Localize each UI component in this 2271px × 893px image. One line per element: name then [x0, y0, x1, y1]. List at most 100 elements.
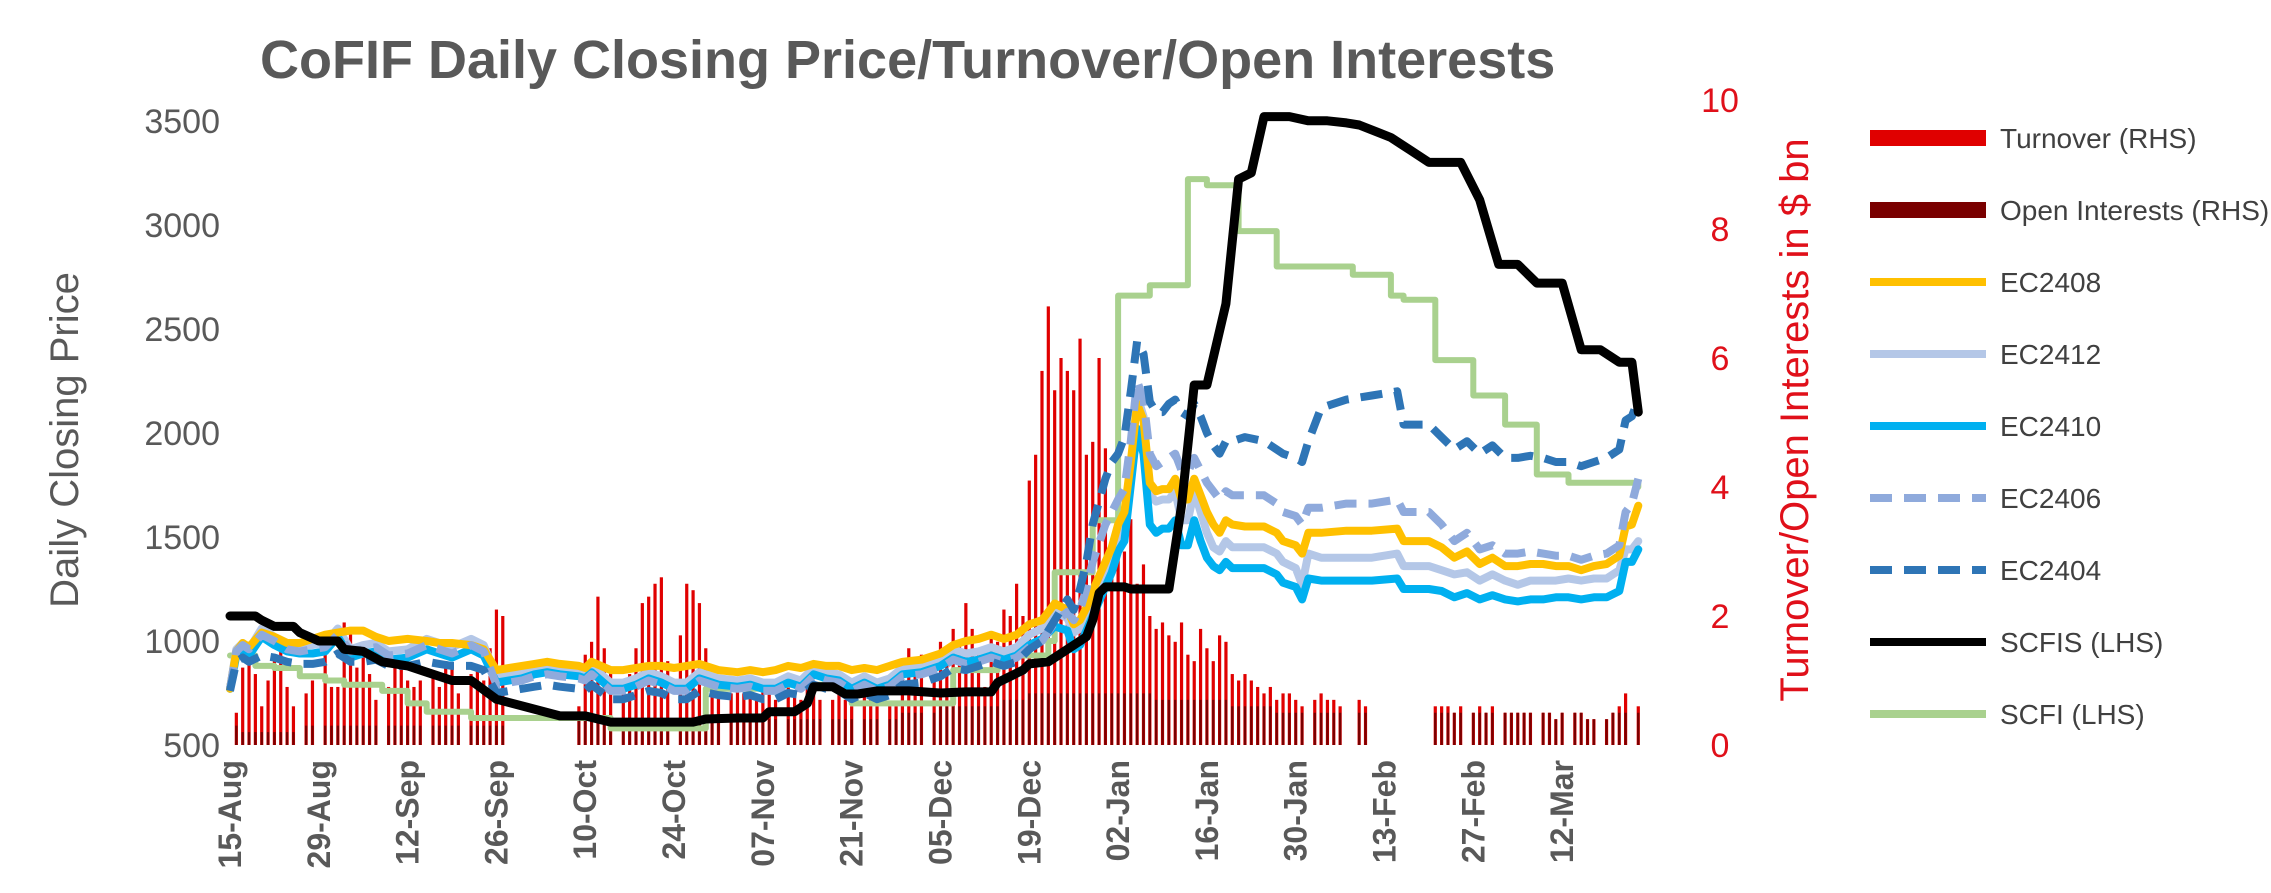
open-interest-bar	[1357, 712, 1361, 745]
x-tick-label: 12-Sep	[390, 760, 426, 865]
open-interest-bar	[1529, 712, 1532, 745]
open-interest-bar	[1326, 712, 1329, 745]
x-tick-label: 10-Oct	[567, 760, 603, 860]
turnover-bar	[399, 654, 403, 745]
x-tick-label: 13-Feb	[1367, 760, 1403, 863]
turnover-bar	[1015, 583, 1019, 745]
open-interest-bar	[755, 719, 758, 745]
turnover-bar	[323, 635, 327, 745]
open-interest-bar	[1484, 712, 1488, 745]
legend-label: EC2408	[2000, 267, 2101, 298]
open-interest-bar	[406, 725, 409, 745]
turnover-bar	[710, 680, 714, 745]
turnover-bar	[475, 667, 480, 745]
open-interest-bar	[1142, 693, 1145, 745]
y-axis-label: Daily Closing Price	[43, 272, 87, 608]
open-interest-bar	[292, 732, 295, 745]
turnover-bar	[1218, 635, 1222, 745]
open-interest-bar	[1592, 719, 1596, 745]
open-interest-bar	[863, 719, 866, 745]
turnover-bar	[1097, 358, 1101, 745]
open-interest-bar	[1256, 706, 1259, 745]
open-interest-bar	[330, 725, 333, 745]
open-interest-bar	[1573, 712, 1577, 745]
turnover-bar	[260, 706, 264, 745]
x-tick-label: 26-Sep	[478, 760, 514, 865]
series-line-scfis	[225, 112, 1643, 727]
open-interest-bar	[419, 725, 422, 745]
open-interest-bar	[1510, 712, 1513, 745]
legend-label: EC2406	[2000, 483, 2101, 514]
open-interest-bar	[1205, 699, 1209, 745]
open-interest-bar	[647, 719, 650, 745]
open-interest-bar	[1560, 712, 1564, 745]
open-interest-bar	[1091, 693, 1094, 745]
open-interest-bar	[495, 725, 498, 745]
turnover-bar	[291, 706, 296, 745]
x-tick-label: 02-Jan	[1100, 760, 1136, 861]
open-interest-bar	[1212, 699, 1215, 745]
open-interest-bar	[990, 706, 993, 745]
turnover-bar	[253, 674, 257, 745]
open-interest-bar	[793, 719, 796, 745]
x-tick-label: 07-Nov	[745, 760, 781, 867]
open-interest-bar	[577, 719, 581, 745]
open-interest-bar	[412, 725, 416, 745]
x-tick-label: 19-Dec	[1011, 760, 1047, 865]
y2-tick-label: 2	[1711, 598, 1730, 636]
turnover-bar	[1129, 519, 1133, 745]
open-interest-bar	[1453, 712, 1456, 745]
open-interest-bar	[1478, 712, 1481, 745]
open-interest-bar	[374, 725, 378, 745]
open-interest-bar	[1123, 693, 1126, 745]
open-interest-bar	[958, 706, 961, 745]
open-interest-bar	[311, 725, 314, 745]
open-interest-bar	[1034, 693, 1037, 745]
open-interest-bar	[1009, 699, 1012, 745]
open-interest-bar	[1059, 693, 1063, 745]
open-interest-bar	[685, 719, 688, 745]
open-interest-bar	[1275, 712, 1278, 745]
turnover-bar	[1034, 454, 1038, 745]
open-interest-bar	[634, 719, 638, 745]
open-interest-bar	[806, 719, 809, 745]
turnover-bar	[1122, 551, 1127, 745]
turnover-bar	[285, 686, 289, 745]
turnover-bar	[241, 667, 245, 745]
open-interest-bar	[1053, 693, 1056, 745]
legend-label: EC2410	[2000, 411, 2101, 442]
open-interest-bar	[1237, 706, 1240, 745]
open-interest-bar	[641, 719, 644, 745]
open-interest-bar	[710, 719, 714, 745]
turnover-bar	[1072, 390, 1076, 745]
open-interest-bar	[939, 706, 942, 745]
open-interest-bar	[285, 732, 289, 745]
turnover-bar	[805, 686, 809, 745]
turnover-bar	[919, 654, 924, 745]
turnover-bar	[406, 680, 410, 745]
x-tick-label: 27-Feb	[1455, 760, 1491, 863]
open-interest-bar	[875, 719, 879, 745]
open-interest-bar	[951, 706, 955, 745]
legend-label: Open Interests (RHS)	[2000, 195, 2269, 226]
legend-label: Turnover (RHS)	[2000, 123, 2197, 154]
open-interest-bar	[691, 719, 695, 745]
turnover-bar	[1167, 635, 1171, 745]
open-interest-bar	[1586, 719, 1589, 745]
x-tick-label: 05-Dec	[922, 760, 958, 865]
y2-tick-label: 4	[1711, 469, 1730, 507]
y-tick-label: 1000	[144, 623, 220, 661]
open-interest-bar	[1193, 699, 1196, 745]
open-interest-bar	[907, 712, 910, 745]
legend-swatch-turnover	[1870, 130, 1986, 146]
open-interest-bar	[1269, 706, 1272, 745]
x-tick-label: 16-Jan	[1189, 760, 1225, 861]
open-interest-bar	[1503, 712, 1507, 745]
turnover-bar	[976, 648, 981, 745]
turnover-bar	[304, 693, 308, 745]
open-interest-bar	[932, 712, 936, 745]
open-interest-bar	[1440, 712, 1443, 745]
open-interest-bar	[869, 719, 872, 745]
open-interest-bar	[971, 706, 974, 745]
